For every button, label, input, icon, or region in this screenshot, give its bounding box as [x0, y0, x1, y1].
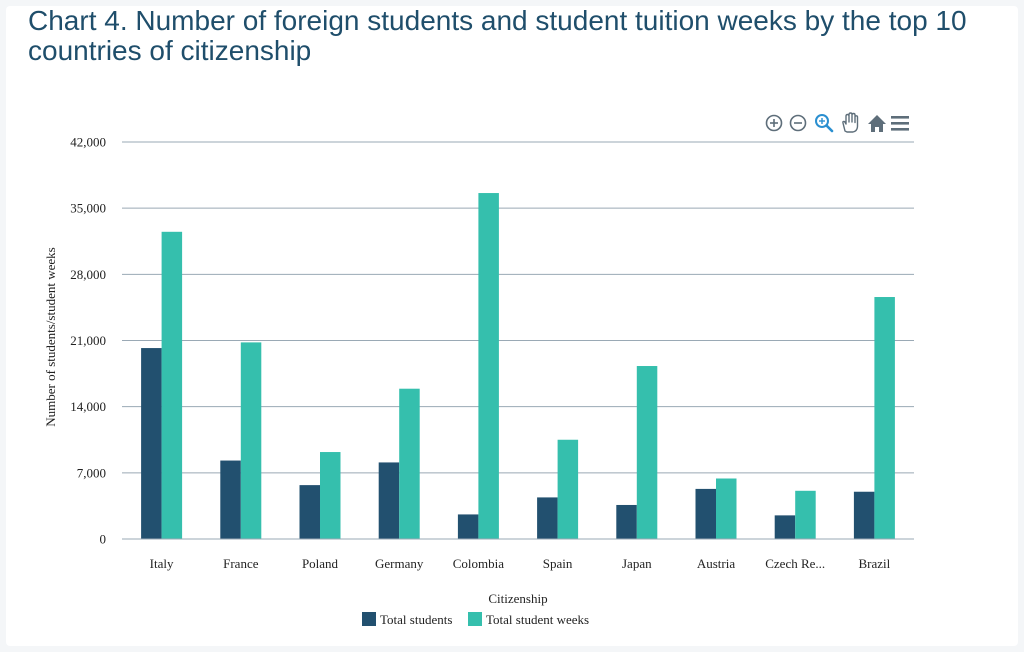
bar-total-students[interactable]: [774, 515, 796, 539]
bar-total-student-weeks[interactable]: [240, 342, 262, 539]
bar-total-student-weeks[interactable]: [795, 490, 816, 539]
legend-swatch-total-students: [362, 612, 376, 626]
legend-label-total-students: Total students: [380, 612, 452, 627]
home-reset-icon[interactable]: [868, 115, 886, 132]
x-axis-ticks: Italy France Poland Germany Colombia Spain Jap…: [150, 556, 891, 571]
bar-total-students[interactable]: [537, 497, 558, 539]
pan-hand-icon[interactable]: [842, 112, 859, 133]
x-axis-title: Citizenship: [488, 591, 547, 606]
bar-total-students[interactable]: [616, 504, 637, 539]
y-tick-label: 14,000: [70, 399, 106, 414]
y-tick-label: 42,000: [70, 135, 106, 150]
legend: Total students Total student weeks: [362, 612, 589, 627]
bar-total-students[interactable]: [457, 514, 479, 539]
zoom-in-icon[interactable]: [765, 114, 783, 132]
x-tick-label: Poland: [302, 556, 339, 571]
x-tick-label: Spain: [543, 556, 573, 571]
y-tick-label: 7,000: [77, 465, 106, 480]
bar-total-student-weeks[interactable]: [874, 297, 895, 539]
x-tick-label: Italy: [150, 556, 174, 571]
x-tick-label: Austria: [697, 556, 736, 571]
chart-toolbar: [765, 112, 909, 133]
y-axis-ticks: 0 7,000 14,000 21,000 28,000 35,000 42,000: [70, 135, 106, 547]
y-axis-title: Number of students/student weeks: [43, 247, 58, 426]
legend-item-total-students[interactable]: Total students: [362, 612, 452, 627]
y-tick-label: 21,000: [70, 333, 106, 348]
x-tick-label: Colombia: [453, 556, 505, 571]
bar-total-student-weeks[interactable]: [636, 366, 658, 539]
x-tick-label: Czech Re...: [765, 556, 825, 571]
legend-label-total-student-weeks: Total student weeks: [486, 612, 589, 627]
y-tick-label: 28,000: [70, 267, 106, 282]
bar-total-student-weeks[interactable]: [161, 231, 183, 540]
y-tick-label: 35,000: [70, 201, 106, 216]
menu-icon[interactable]: [891, 116, 909, 131]
zoom-out-icon[interactable]: [789, 114, 807, 132]
bar-total-student-weeks[interactable]: [557, 439, 579, 539]
bar-total-students[interactable]: [220, 460, 241, 539]
legend-item-total-student-weeks[interactable]: Total student weeks: [468, 612, 589, 627]
bar-total-students[interactable]: [853, 491, 875, 539]
x-tick-label: France: [223, 556, 259, 571]
x-tick-label: Japan: [622, 556, 652, 571]
bar-total-student-weeks[interactable]: [716, 478, 737, 539]
bar-total-students[interactable]: [695, 488, 717, 539]
y-tick-label: 0: [100, 532, 107, 547]
bars: [141, 193, 895, 540]
bar-total-student-weeks[interactable]: [399, 388, 420, 539]
selection-zoom-icon[interactable]: [815, 114, 834, 133]
legend-swatch-total-student-weeks: [468, 612, 482, 626]
x-tick-label: Brazil: [859, 556, 891, 571]
bar-total-student-weeks[interactable]: [320, 452, 341, 539]
bar-total-students[interactable]: [299, 485, 321, 539]
x-tick-label: Germany: [375, 556, 424, 571]
bar-total-students[interactable]: [141, 348, 162, 539]
bar-total-student-weeks[interactable]: [478, 193, 499, 540]
page-title: Chart 4. Number of foreign students and …: [28, 5, 967, 66]
bar-total-students[interactable]: [378, 462, 400, 539]
